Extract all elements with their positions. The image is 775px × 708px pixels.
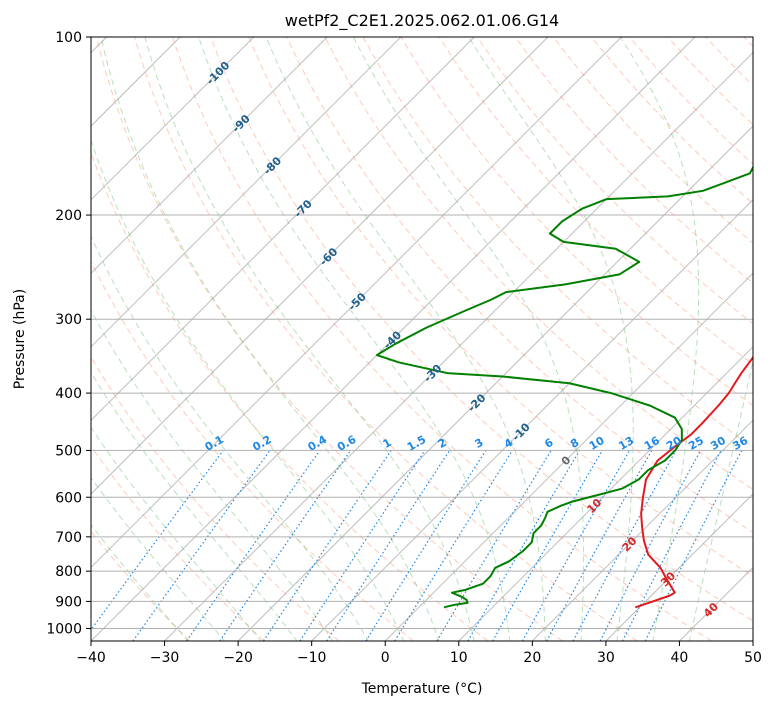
y-tick-label: 100 [55, 30, 82, 46]
mixing-ratio-line [546, 450, 653, 641]
plot-background [91, 37, 753, 641]
y-tick-label: 300 [55, 312, 82, 328]
y-tick-label: 700 [55, 530, 82, 546]
isotherm-line [384, 272, 753, 641]
mixing-ratio-line [263, 450, 392, 641]
mixing-ratio-line [219, 450, 352, 641]
mixing-ratio-line [132, 450, 271, 641]
moist-adiabat [620, 37, 700, 641]
isotherm-line [91, 37, 696, 641]
x-tick-label: −40 [76, 650, 106, 666]
dry-adiabat [91, 445, 265, 641]
y-tick-label: 600 [55, 490, 82, 506]
isotherm-line [458, 346, 753, 641]
moist-adiabat [688, 357, 753, 641]
mixing-ratio-line [572, 450, 677, 641]
temperature-profile [635, 355, 753, 609]
dewpoint-profile [375, 165, 753, 609]
moist-adiabat [91, 523, 189, 641]
moist-adiabat [100, 37, 440, 641]
dry-adiabat [91, 356, 340, 641]
dry-adiabat [95, 37, 563, 641]
x-axis: −40 −30 −20 −10 0 10 20 30 40 50 [76, 641, 762, 666]
isotherm-line [91, 37, 475, 422]
dry-adiabat [514, 37, 753, 284]
moist-adiabat [91, 426, 262, 641]
isotherm-line [605, 493, 753, 641]
profiles [375, 165, 753, 609]
x-axis-label: Temperature (°C) [361, 681, 483, 697]
isotherm-line [237, 125, 753, 641]
isotherm-line [164, 51, 753, 641]
mixing-ratio-line [394, 450, 513, 641]
y-tick-label: 800 [55, 564, 82, 580]
isotherm-line [91, 37, 622, 569]
x-tick-label: 0 [381, 650, 390, 666]
mixing-ratio-line [299, 450, 426, 641]
isotherm-line [531, 419, 753, 641]
x-tick-label: 10 [450, 650, 468, 666]
x-tick-label: 40 [671, 650, 689, 666]
y-tick-label: 1000 [46, 621, 82, 637]
isotherm-line [311, 198, 753, 641]
dry-adiabat [248, 37, 753, 577]
moist-adiabat [91, 234, 369, 641]
dry-adiabat [324, 37, 753, 491]
isotherm-line [91, 37, 549, 495]
plot-frame [90, 36, 754, 642]
x-tick-label: −30 [150, 650, 180, 666]
dry-adiabat [210, 37, 753, 622]
isotherm-line [91, 37, 328, 274]
moist-adiabat [144, 37, 475, 641]
isotherm-line [752, 640, 753, 641]
moist-adiabat [91, 138, 405, 641]
dry-adiabat [134, 37, 638, 641]
x-tick-label: 20 [523, 650, 541, 666]
mixing-ratio-line [326, 450, 451, 641]
moist-adiabat [198, 37, 511, 641]
y-axis: 100 200 300 400 500 600 700 800 900 1000 [46, 30, 91, 637]
chart-title: wetPf2_C2E1.2025.062.01.06.G14 [285, 11, 559, 31]
y-tick-label: 400 [55, 386, 82, 402]
x-tick-label: 50 [744, 650, 762, 666]
moist-adiabat [265, 37, 546, 641]
moist-adiabat [468, 37, 634, 641]
isotherm-line [91, 37, 402, 348]
dry-adiabat [286, 37, 753, 534]
moist-adiabat [91, 371, 298, 641]
x-tick-label: −10 [297, 650, 327, 666]
y-tick-label: 900 [55, 594, 82, 610]
moist-adiabat [91, 476, 226, 641]
mixing-ratio-line [644, 450, 743, 641]
moist-adiabat [91, 309, 334, 641]
mixing-ratio-line [91, 450, 224, 631]
y-tick-label: 200 [55, 208, 82, 224]
isotherm-line [91, 37, 255, 201]
y-tick-label: 500 [55, 443, 82, 459]
thermodynamic-overlays [91, 37, 753, 641]
x-tick-label: −20 [223, 650, 253, 666]
dry-adiabat [172, 37, 713, 641]
y-axis-label: Pressure (hPa) [12, 289, 28, 389]
x-tick-label: 30 [597, 650, 615, 666]
dry-adiabat [91, 260, 414, 641]
mixing-ratio-line [186, 450, 321, 641]
